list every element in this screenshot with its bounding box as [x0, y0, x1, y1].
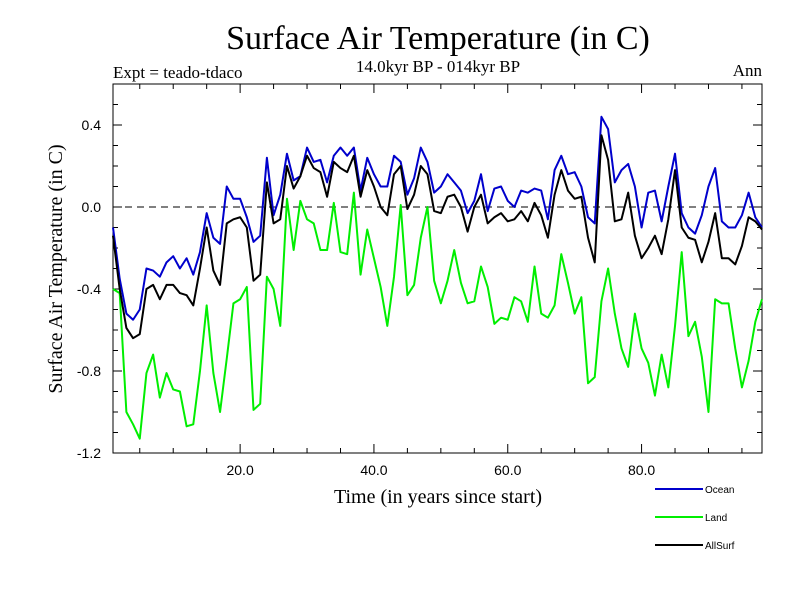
series-line-ocean: [112, 115, 763, 321]
axis-ticks: [113, 83, 762, 454]
legend: Ocean Land AllSurf: [655, 485, 735, 552]
x-tick-labels: 20.0 40.0 60.0 80.0: [226, 462, 655, 478]
y-axis-label: Surface Air Temperature (in C): [45, 144, 67, 393]
plot-frame: [112, 83, 763, 454]
x-tick-label: 20.0: [226, 462, 253, 478]
x-axis-label: Time (in years since start): [334, 486, 542, 508]
series-group: [112, 115, 763, 440]
legend-label-allsurf: AllSurf: [705, 541, 735, 552]
y-tick-label: 0.4: [82, 117, 102, 133]
x-tick-label: 40.0: [360, 462, 387, 478]
season-annotation: Ann: [733, 61, 763, 80]
experiment-annotation: Expt = teado-tdaco: [113, 63, 242, 82]
y-tick-label: 0.0: [82, 199, 102, 215]
legend-label-ocean: Ocean: [705, 485, 734, 496]
plot-area: [112, 83, 763, 454]
series-line-land: [112, 191, 763, 440]
x-tick-label: 80.0: [628, 462, 655, 478]
chart-subtitle: 14.0kyr BP - 014kyr BP: [356, 57, 520, 76]
y-tick-label: -1.2: [77, 445, 101, 461]
y-tick-labels: -1.2 -0.8 -0.4 0.0 0.4: [77, 117, 101, 461]
y-tick-label: -0.8: [77, 363, 101, 379]
y-tick-label: -0.4: [77, 281, 101, 297]
x-tick-label: 60.0: [494, 462, 521, 478]
series-line-allsurf: [112, 134, 763, 340]
chart-title: Surface Air Temperature (in C): [226, 20, 650, 57]
legend-label-land: Land: [705, 513, 727, 524]
